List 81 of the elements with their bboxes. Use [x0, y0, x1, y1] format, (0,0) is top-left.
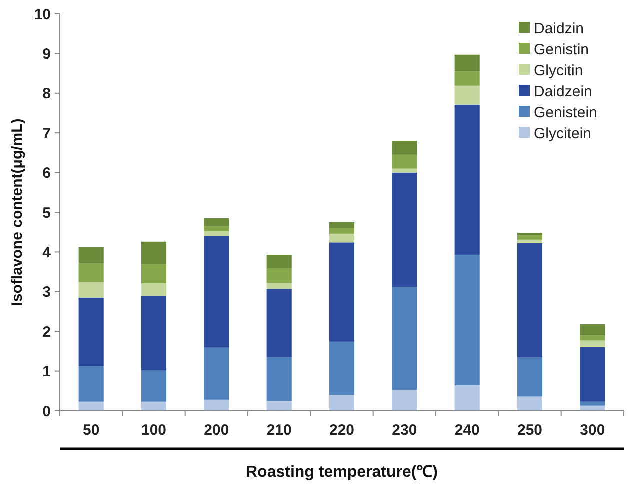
bar [204, 232, 230, 236]
x-axis-title: Roasting temperature(℃) [246, 464, 438, 481]
bar [392, 287, 418, 390]
y-tick-label: 9 [42, 46, 51, 63]
bar [517, 233, 543, 236]
bar [454, 104, 480, 255]
x-tick-label: 300 [580, 422, 606, 439]
bar [454, 54, 480, 72]
bar [78, 298, 104, 367]
bar [580, 324, 606, 336]
bar [580, 336, 606, 341]
bar [266, 357, 292, 402]
bar [266, 268, 292, 284]
y-tick-label: 8 [42, 86, 51, 103]
x-tick-label: 230 [392, 422, 418, 439]
bar [141, 264, 167, 284]
y-tick-label: 4 [42, 244, 52, 262]
bar [329, 222, 355, 228]
x-tick-label: 250 [517, 422, 543, 439]
bar [329, 342, 355, 396]
bar [266, 254, 292, 268]
y-tick-label: 6 [42, 165, 51, 182]
legend-label: Genistin [534, 41, 590, 58]
x-tick-label: 200 [204, 422, 230, 439]
bar [141, 370, 167, 402]
bar [392, 168, 418, 173]
bar [141, 402, 167, 411]
x-tick-label: 240 [454, 422, 480, 439]
y-tick-label: 10 [34, 6, 51, 24]
y-axis-title: Isoflavone content(μg/mL) [9, 118, 26, 306]
bar [517, 358, 543, 397]
legend-label: Genistein [534, 104, 598, 122]
x-tick-label: 50 [82, 422, 100, 439]
bar [141, 242, 167, 264]
bar [580, 340, 606, 348]
bar [329, 234, 355, 243]
bar [78, 263, 104, 282]
bar [141, 284, 167, 296]
bar [78, 247, 104, 264]
bar [329, 395, 355, 411]
x-tick-label: 100 [141, 422, 167, 439]
bar [266, 283, 292, 290]
bar [266, 289, 292, 358]
legend-label: Glycitein [534, 125, 592, 142]
bar [392, 172, 418, 288]
bar [78, 402, 104, 411]
bar [580, 347, 606, 402]
y-tick-label: 7 [42, 125, 51, 142]
y-tick-label: 3 [42, 284, 51, 302]
y-tick-label: 2 [42, 324, 51, 341]
bar [78, 366, 104, 402]
y-tick-label: 1 [42, 364, 51, 381]
bar [204, 236, 230, 348]
bar [454, 254, 480, 386]
y-tick-label: 5 [42, 204, 51, 222]
bar [392, 154, 418, 169]
bar [454, 386, 480, 411]
bar [454, 86, 480, 105]
bar [517, 236, 543, 240]
bar [580, 402, 606, 406]
legend-label: Glycitin [534, 62, 584, 80]
bar [392, 390, 418, 411]
bar [204, 348, 230, 400]
legend-label: Daidzin [534, 20, 584, 38]
bar [454, 72, 480, 86]
bar [517, 243, 543, 358]
bar [141, 296, 167, 371]
bar [517, 240, 543, 244]
y-tick-label: 0 [42, 403, 51, 420]
bar [78, 282, 104, 298]
bar [329, 228, 355, 234]
bar [266, 401, 292, 411]
x-tick-label: 210 [266, 422, 292, 439]
legend-label: Daidzein [534, 83, 592, 100]
bar [329, 242, 355, 342]
bar [204, 218, 230, 226]
bar [204, 226, 230, 232]
bar [204, 400, 230, 411]
x-tick-label: 220 [329, 422, 355, 439]
bar [392, 141, 418, 155]
bar [517, 396, 543, 411]
